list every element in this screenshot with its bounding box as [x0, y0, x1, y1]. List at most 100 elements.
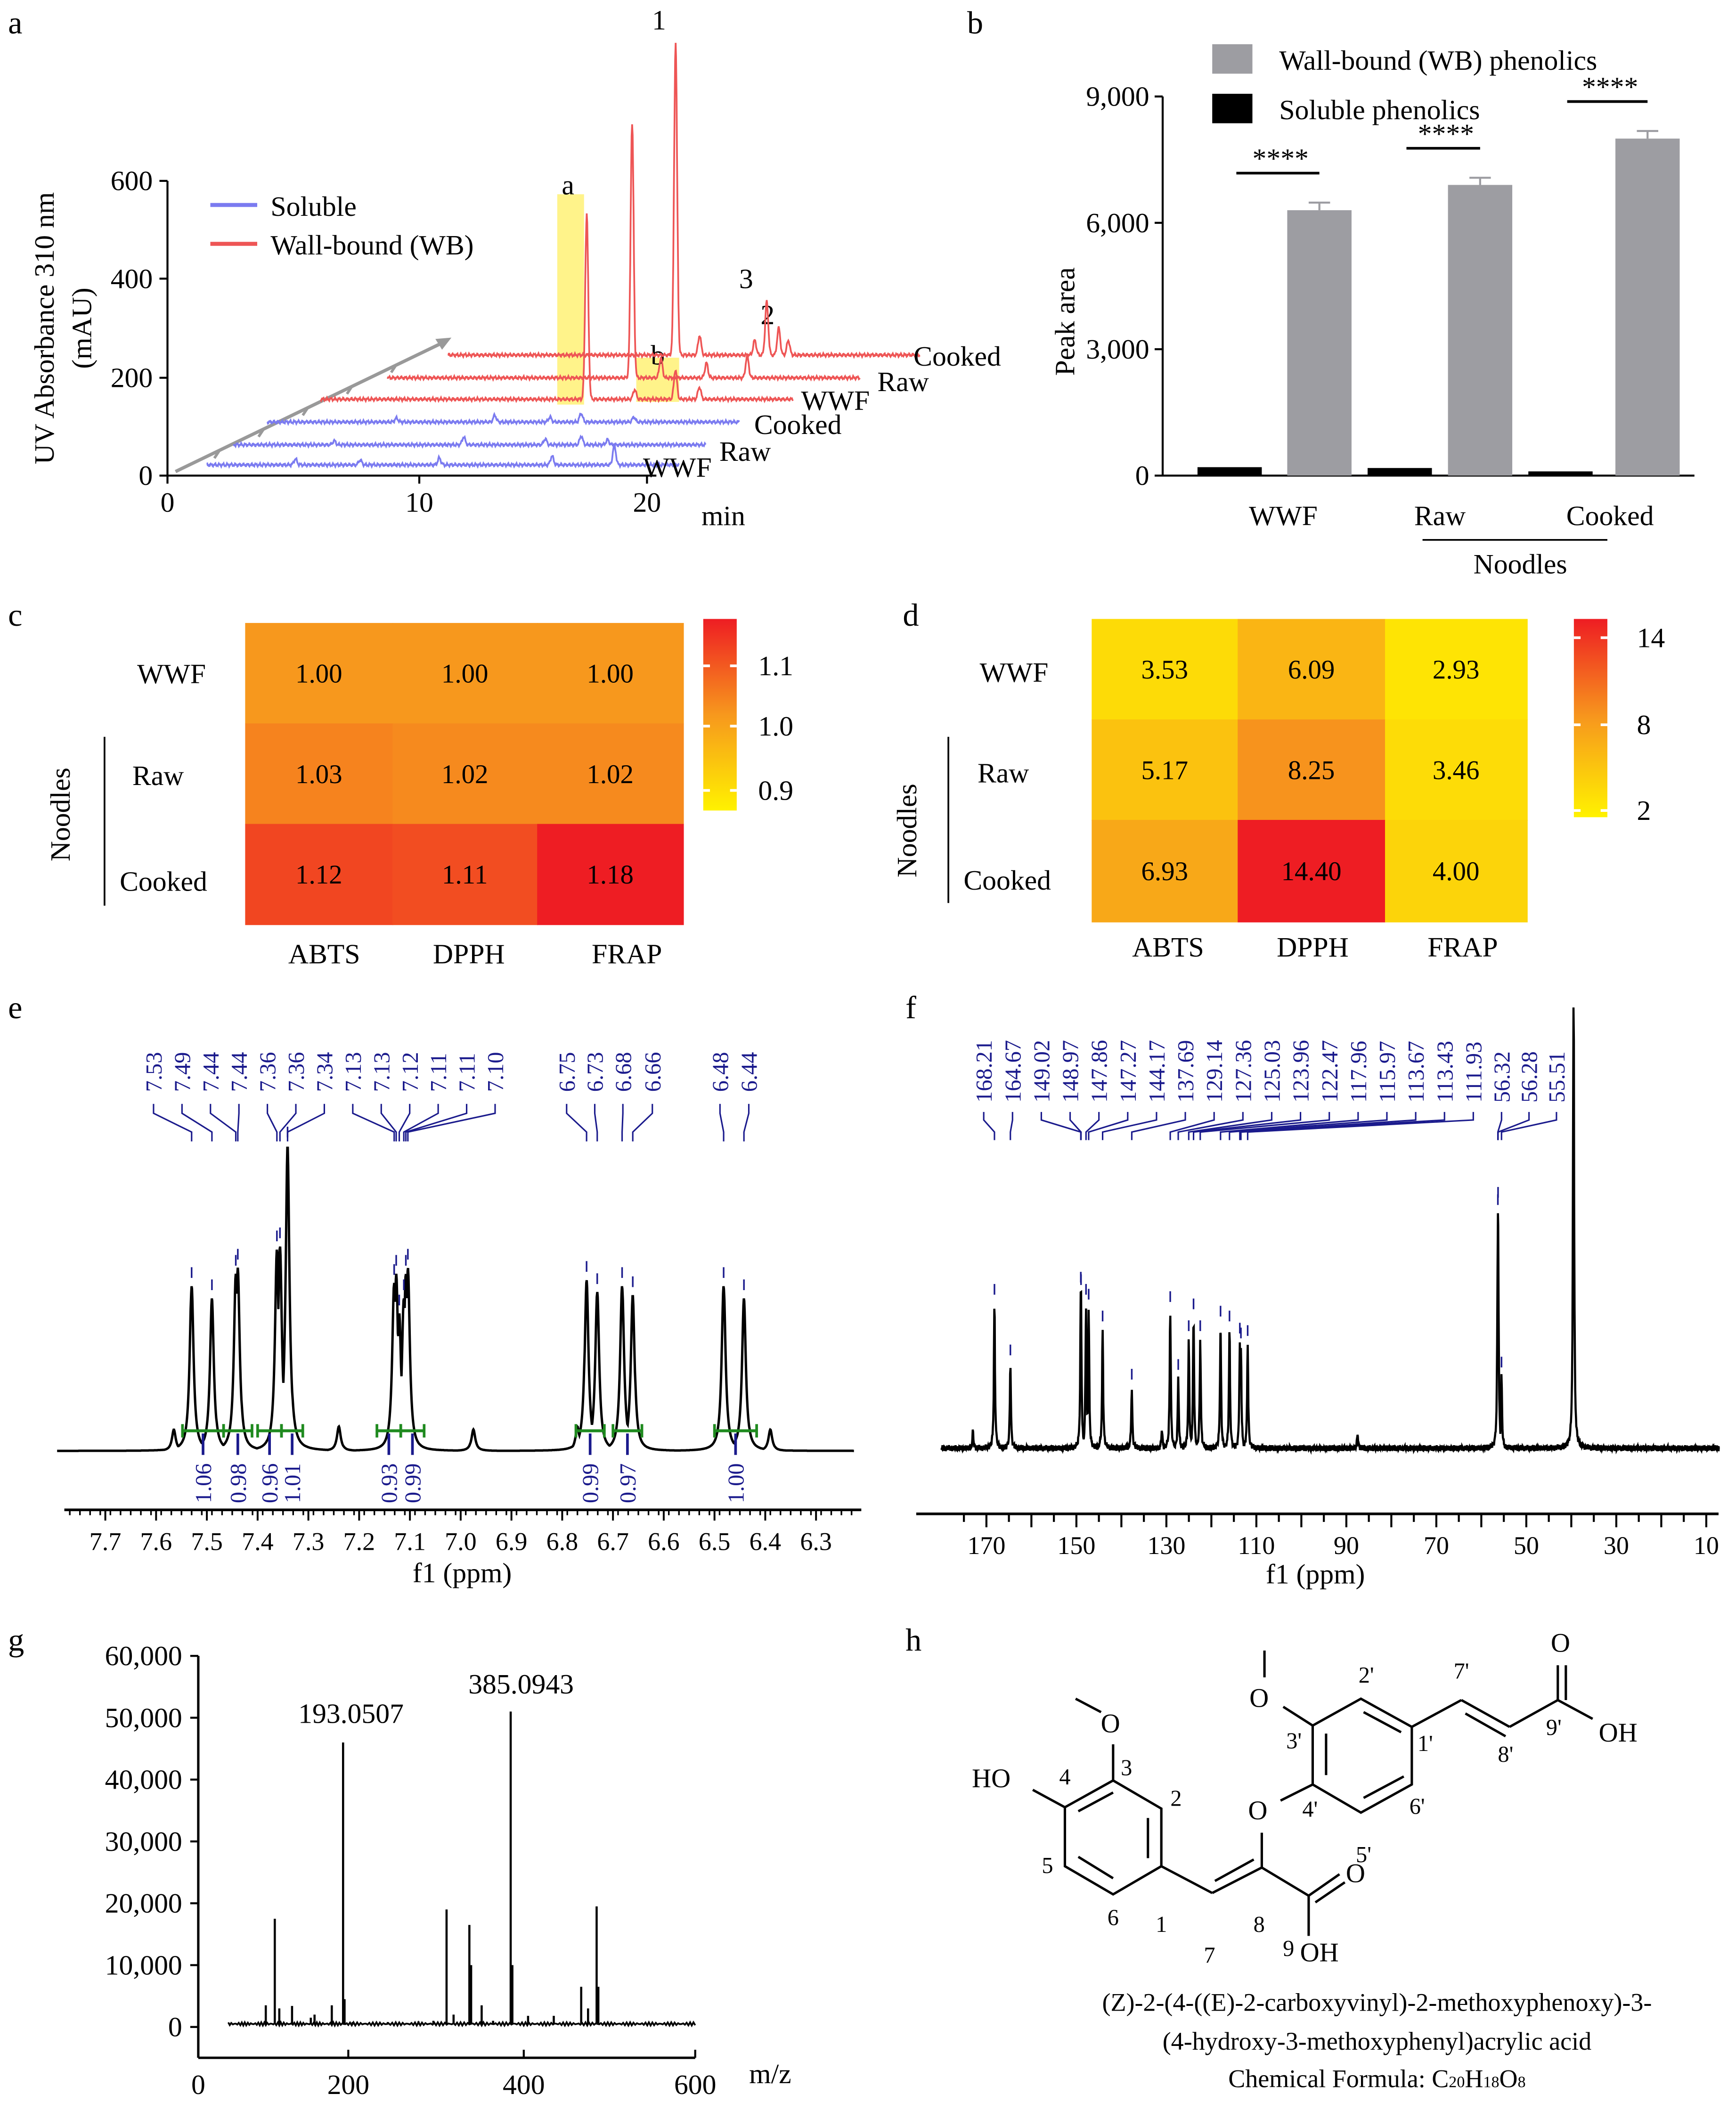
trace-wall-bound-wwf [320, 213, 794, 404]
peak-label: 111.93 [1461, 1042, 1486, 1103]
spectrum-line [940, 1007, 1720, 1455]
row-group-label: Noodles [891, 784, 922, 877]
panel-label-d: d [903, 597, 919, 633]
heatmap-value: 1.11 [442, 860, 488, 890]
heatmap-value: 2.93 [1433, 655, 1480, 685]
heatmap-cell [1092, 820, 1239, 923]
peak-label-connector [1240, 1112, 1445, 1140]
panel-label-g: g [8, 1622, 24, 1658]
category-label: Raw [1414, 500, 1466, 532]
panel-c-heatmap: Noodles 1.00 1.00 1.001.03 1.02 1.021.12 1.11… [45, 619, 793, 969]
significance-label: **** [1582, 71, 1638, 102]
y-tick-label: 600 [111, 165, 153, 196]
atom-number: 8' [1498, 1742, 1513, 1767]
y-tick-label: 0 [168, 2012, 182, 2043]
row-group-label: Noodles [45, 768, 76, 861]
peak-label: 7.36 [256, 1052, 281, 1092]
row-label: Raw [978, 757, 1029, 788]
peak-label-connector [352, 1104, 395, 1142]
atom-number: 5 [1042, 1853, 1053, 1878]
x-axis-label: min [701, 500, 745, 532]
x-tick-label: 7.6 [140, 1528, 172, 1556]
x-tick-label: 400 [503, 2069, 545, 2100]
peak-label-connector [1500, 1112, 1557, 1140]
integral-value: 0.93 [377, 1464, 402, 1504]
y-tick-label: 30,000 [105, 1826, 182, 1857]
highlight-peak-a [557, 194, 584, 405]
atom-number: 9' [1546, 1715, 1562, 1740]
atom-label: OH [1300, 1938, 1339, 1967]
bar-wall-bound-wwf [1287, 210, 1352, 476]
peak-label: 125.03 [1260, 1040, 1285, 1103]
trace-soluble-raw [233, 434, 707, 449]
bond [1363, 1775, 1404, 1799]
peak-annotation-a: a [562, 169, 574, 200]
column-label: FRAP [1427, 932, 1498, 963]
peak-label-connector [1188, 1112, 1273, 1140]
bond [1032, 1789, 1066, 1808]
trace-label: Cooked [913, 341, 1001, 372]
bond [1077, 1791, 1114, 1813]
atom-number: 1' [1418, 1731, 1433, 1756]
atom-number: 6 [1108, 1906, 1119, 1930]
peak-label-connector [279, 1104, 297, 1142]
colorbar-label: 1.1 [758, 650, 793, 681]
legend-label-soluble: Soluble phenolics [1279, 94, 1480, 125]
atom-label: O [1249, 1683, 1269, 1713]
peak-label: 123.96 [1289, 1040, 1314, 1103]
y-axis-label: UV Absorbance 310 nm [29, 192, 60, 464]
x-tick-label: 6.5 [699, 1528, 731, 1556]
legend-label-wall-bound: Wall-bound (WB) [270, 229, 473, 261]
peak-label-connector [1131, 1112, 1186, 1140]
bar-soluble-raw [1368, 468, 1432, 476]
atom-number: 3' [1286, 1728, 1302, 1753]
atom-number: 2 [1170, 1786, 1182, 1811]
x-tick-label: 20 [633, 487, 661, 518]
x-tick-label: 7.2 [343, 1528, 375, 1556]
y-tick-label: 9,000 [1086, 81, 1149, 112]
row-label: Cooked [963, 865, 1051, 896]
peak-label-connector [1085, 1112, 1100, 1140]
bond [1363, 1711, 1402, 1734]
peak-label: 147.86 [1087, 1040, 1112, 1103]
panel-label-f: f [905, 990, 916, 1025]
panel-b-bar-chart: Peak area Wall-bound (WB) phenolics Solu… [1049, 44, 1695, 580]
heatmap-cell [1385, 719, 1528, 821]
peak-label: 147.27 [1116, 1040, 1141, 1103]
peak-label-385: 385.0943 [468, 1669, 574, 1700]
peak-label-connector [719, 1104, 725, 1142]
y-axis-unit: (mAU) [66, 287, 97, 368]
x-tick-label: 30 [1604, 1531, 1629, 1560]
heatmap-cell [537, 723, 684, 825]
heatmap-cell [1092, 719, 1239, 821]
column-label: ABTS [288, 938, 360, 969]
colorbar-label: 8 [1637, 709, 1651, 740]
x-tick-label: 7.5 [191, 1528, 223, 1556]
legend-label-soluble: Soluble [270, 191, 356, 222]
peak-label-connector [1192, 1112, 1302, 1140]
trace-soluble-cooked [266, 412, 740, 426]
spectrum-line [57, 1146, 854, 1452]
x-axis-label: m/z [749, 2058, 791, 2089]
trace-label: WWF [801, 385, 870, 416]
peak-label: 129.14 [1202, 1040, 1227, 1103]
peak-label-connector [153, 1104, 193, 1142]
x-tick-label: 10 [1694, 1531, 1719, 1560]
depth-tick [390, 363, 398, 373]
y-tick-label: 6,000 [1086, 207, 1149, 238]
heatmap-cell [537, 623, 684, 724]
trace-label: Raw [719, 436, 771, 467]
bond [1314, 1881, 1346, 1904]
peak-label: 6.68 [611, 1052, 636, 1092]
bond [1261, 1866, 1310, 1897]
structure-labels: HO O O O O OH O OH 1 2 3 4 5 6 7 8 9 1' … [972, 1628, 1652, 2093]
heatmap-cell [1238, 719, 1386, 821]
trace-label: Raw [877, 366, 929, 397]
x-tick-label: 6.6 [648, 1528, 680, 1556]
integral-value: 1.01 [280, 1464, 305, 1504]
y-axis-label: Peak area [1049, 267, 1080, 376]
peak-label-connector [405, 1104, 468, 1142]
peak-label-connector [1069, 1112, 1082, 1140]
peak-label-connector [566, 1104, 587, 1142]
atom-number: 1 [1156, 1912, 1167, 1937]
